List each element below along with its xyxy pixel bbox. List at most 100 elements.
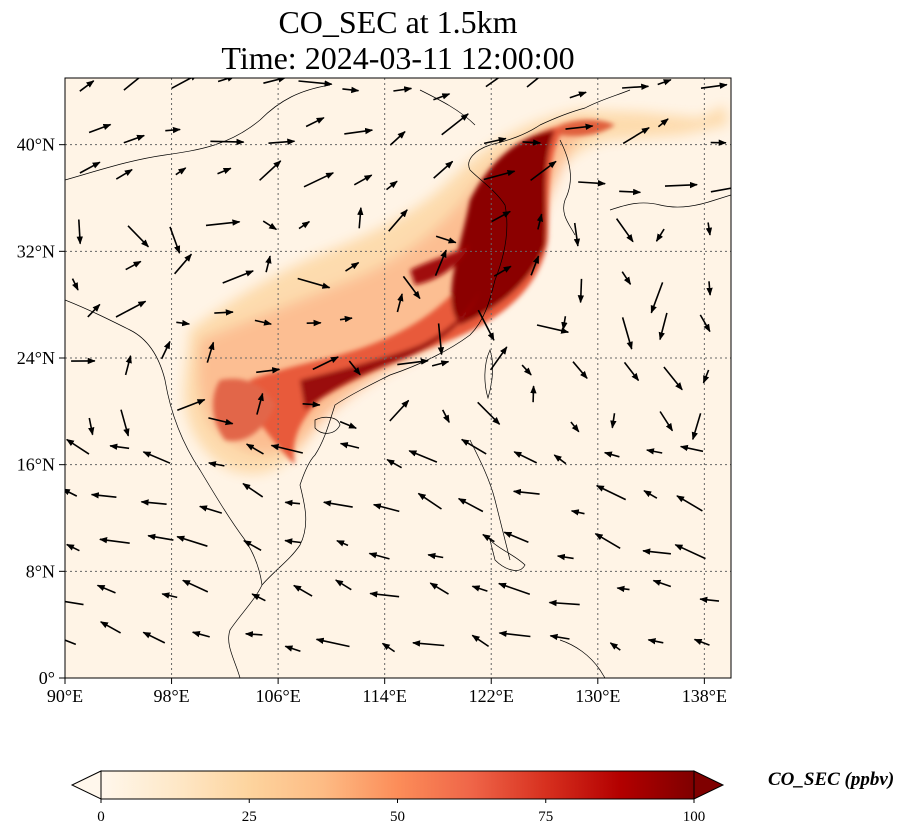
wind-arrow (177, 398, 206, 412)
wind-arrow (175, 167, 187, 176)
wind-arrow (66, 438, 90, 455)
wind-arrow (79, 161, 101, 174)
wind-arrow (498, 582, 531, 595)
wind-arrow (408, 450, 438, 463)
wind-arrow (461, 438, 487, 455)
wind-arrow (512, 488, 540, 496)
wind-arrow (433, 93, 451, 101)
wind-arrow (699, 314, 711, 333)
wind-arrow (88, 417, 95, 436)
wind-arrow (433, 160, 454, 179)
wind-arrow (268, 138, 296, 145)
wind-arrow (297, 277, 331, 289)
wind-arrow (676, 495, 703, 512)
wind-arrow (429, 582, 449, 595)
wind-arrow (658, 312, 668, 341)
wind-arrow (303, 172, 335, 188)
wind-arrow (483, 169, 516, 181)
wind-arrow (477, 309, 495, 341)
wind-arrow (208, 417, 234, 426)
wind-arrow (471, 634, 490, 648)
wind-arrow (650, 282, 664, 314)
colorbar-tick-label: 50 (390, 809, 405, 825)
wind-arrow (298, 80, 333, 87)
wind-arrow (173, 253, 193, 275)
colorbar-title: CO_SEC (ppbv) (768, 769, 895, 790)
wind-arrow (100, 621, 121, 634)
wind-arrow (214, 309, 234, 316)
wind-arrow (603, 451, 620, 458)
colorbar-extend-min (70, 770, 102, 800)
wind-arrow (396, 293, 404, 313)
wind-arrow (561, 316, 568, 331)
wind-arrow (699, 596, 720, 604)
wind-arrow (123, 78, 141, 91)
wind-arrow (471, 585, 488, 592)
wind-arrow (124, 355, 132, 376)
wind-arrow (679, 444, 704, 453)
wind-arrow (147, 533, 174, 541)
map-background (65, 78, 731, 678)
wind-arrow (572, 361, 588, 380)
wind-arrow (115, 168, 133, 180)
wind-arrow (622, 127, 650, 145)
lon-tick-label: 114°E (362, 686, 407, 706)
wind-arrow (491, 210, 511, 223)
wind-arrow (127, 225, 149, 248)
colorbar-tick-label: 25 (242, 809, 257, 825)
wind-arrow (323, 500, 353, 508)
wind-arrow (254, 319, 272, 326)
wind-arrow (622, 83, 650, 90)
wind-arrow (206, 341, 215, 363)
wind-arrow (647, 638, 664, 645)
wind-arrow (548, 599, 580, 607)
wind-arrow (441, 409, 450, 424)
wind-arrow (417, 492, 442, 510)
wind-arrow (513, 451, 538, 464)
wind-arrow (616, 585, 630, 593)
wind-arrow (553, 454, 567, 465)
lon-tick-label: 130°E (575, 686, 620, 706)
wind-arrow (96, 584, 116, 594)
wind-arrow (125, 260, 142, 271)
wind-arrow (115, 300, 147, 318)
map-title-line2: Time: 2024-03-11 12:00:00 (221, 40, 575, 76)
wind-arrow (284, 538, 301, 545)
map-area (65, 78, 731, 678)
wind-arrow (457, 497, 484, 513)
wind-arrow (642, 548, 671, 555)
wind-arrow (482, 533, 495, 543)
wind-arrow (522, 139, 542, 146)
wind-arrow (76, 219, 83, 245)
wind-arrow (652, 579, 672, 588)
wind-arrow (609, 642, 621, 651)
lon-tick-label: 138°E (682, 686, 727, 706)
wind-arrow (171, 78, 199, 89)
wind-arrow (339, 420, 357, 429)
wind-arrow (259, 160, 282, 181)
wind-arrow (577, 278, 585, 304)
wind-arrow (621, 271, 632, 285)
wind-arrow (646, 448, 663, 455)
wind-arrow (530, 160, 557, 182)
wind-arrow (702, 369, 710, 384)
wind-arrow (161, 592, 178, 599)
lat-tick-label: 40°N (17, 135, 55, 155)
wind-arrow (427, 552, 444, 560)
map-title-line1: CO_SEC at 1.5km (278, 4, 518, 40)
wind-arrow (182, 579, 209, 593)
map-frame (64, 77, 732, 679)
wind-arrow (284, 499, 301, 507)
wind-arrow (176, 535, 208, 547)
colorbar-gradient (101, 771, 694, 799)
lon-tick-label: 106°E (256, 686, 301, 706)
wind-arrow (503, 531, 529, 544)
wind-arrow (265, 255, 272, 273)
wind-arrow (312, 356, 339, 371)
wind-arrow (655, 228, 665, 242)
lon-ticks (64, 678, 705, 684)
wind-arrow (483, 136, 507, 145)
lon-tick-label: 122°E (469, 686, 514, 706)
wind-arrow (610, 413, 617, 429)
colorbar-tick-label: 0 (97, 809, 105, 825)
